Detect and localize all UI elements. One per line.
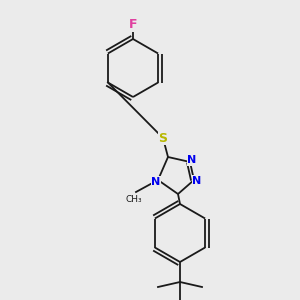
Text: CH₃: CH₃ <box>126 195 142 204</box>
Text: N: N <box>192 176 202 186</box>
Text: S: S <box>158 131 167 145</box>
Text: F: F <box>129 19 137 32</box>
Text: N: N <box>152 177 160 187</box>
Text: N: N <box>188 155 196 165</box>
